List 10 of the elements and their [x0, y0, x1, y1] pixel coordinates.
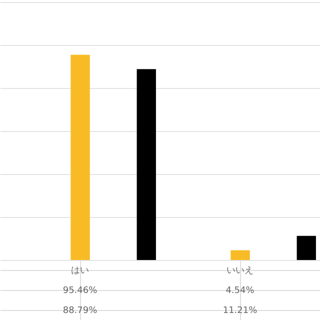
data-label: 4.54%	[226, 286, 255, 296]
data-label: 95.46%	[62, 286, 98, 296]
bar	[230, 250, 250, 260]
x-tick-label: はい	[71, 266, 89, 276]
bar	[296, 236, 316, 260]
data-label: 11.21%	[222, 306, 258, 316]
x-tick-label: いいえ	[226, 266, 254, 276]
bar	[70, 54, 90, 260]
data-label: 88.79%	[62, 306, 98, 316]
bar	[136, 69, 156, 260]
